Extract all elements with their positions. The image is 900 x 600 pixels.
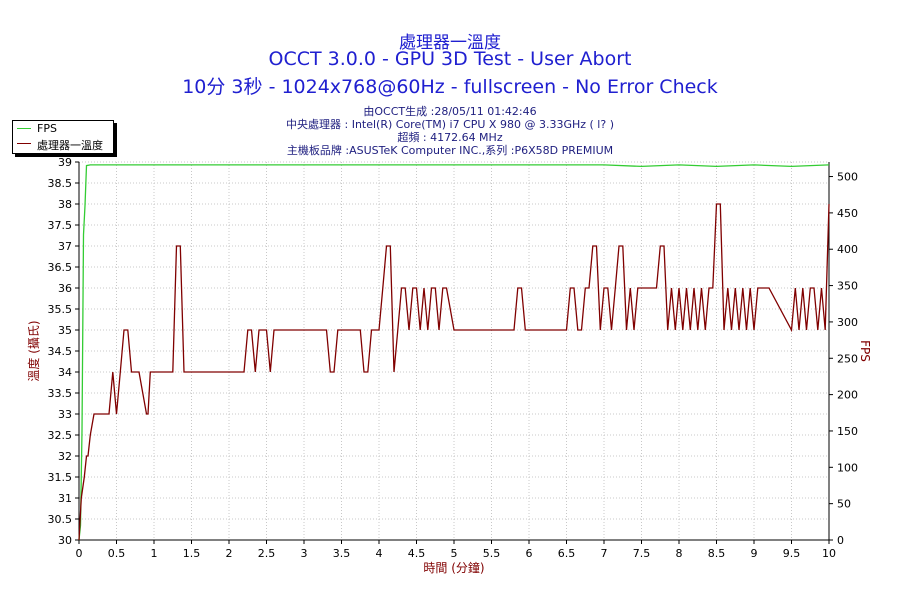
y-left-tick-label: 35 (58, 324, 72, 337)
x-tick-label: 6.5 (558, 547, 576, 560)
x-tick-label: 2.5 (258, 547, 276, 560)
legend-item-temperature: 處理器一溫度 (13, 136, 113, 152)
x-tick-label: 0 (76, 547, 83, 560)
x-tick-label: 3 (301, 547, 308, 560)
chart-subtitle-test: OCCT 3.0.0 - GPU 3D Test - User Abort (268, 48, 632, 70)
legend-item-fps: FPS (13, 121, 113, 136)
y-right-axis-label: FPS (858, 340, 872, 362)
y-left-tick-label: 39 (58, 156, 72, 169)
y-right-tick-label: 0 (837, 534, 844, 547)
x-tick-label: 3.5 (333, 547, 351, 560)
x-tick-label: 1 (151, 547, 158, 560)
x-tick-label: 2 (226, 547, 233, 560)
y-left-tick-label: 37.5 (48, 219, 73, 232)
y-left-tick-label: 32.5 (48, 429, 73, 442)
y-right-tick-label: 200 (837, 389, 858, 402)
x-tick-label: 7.5 (633, 547, 651, 560)
y-right-tick-label: 400 (837, 243, 858, 256)
x-tick-label: 5.5 (483, 547, 501, 560)
x-axis-label: 時間 (分鐘) (423, 560, 484, 575)
series-line-temperature (78, 203, 830, 541)
x-tick-label: 10 (822, 547, 836, 560)
y-left-tick-label: 36 (58, 282, 72, 295)
y-left-tick-label: 32 (58, 450, 72, 463)
y-left-tick-label: 35.5 (48, 303, 73, 316)
y-left-tick-label: 38 (58, 198, 72, 211)
chart-title: 處理器一溫度 (399, 33, 501, 53)
x-tick-label: 9 (751, 547, 758, 560)
y-right-tick-label: 350 (837, 280, 858, 293)
x-tick-label: 8 (676, 547, 683, 560)
info-overclock: 超頻 : 4172.64 MHz (397, 131, 503, 144)
legend: FPS 處理器一溫度 (12, 120, 114, 154)
y-left-tick-label: 34 (58, 366, 72, 379)
legend-label-temperature: 處理器一溫度 (37, 139, 103, 152)
y-left-tick-label: 38.5 (48, 177, 73, 190)
y-right-tick-label: 250 (837, 352, 858, 365)
x-tick-label: 4.5 (408, 547, 426, 560)
y-right-tick-label: 100 (837, 461, 858, 474)
legend-swatch-fps (17, 128, 31, 129)
info-cpu: 中央處理器 : Intel(R) Core(TM) i7 CPU X 980 @… (286, 118, 614, 131)
y-left-tick-label: 31 (58, 492, 72, 505)
x-tick-label: 8.5 (708, 547, 726, 560)
chart-subtitle-settings: 10分 3秒 - 1024x768@60Hz - fullscreen - No… (182, 76, 718, 98)
y-left-tick-label: 30 (58, 534, 72, 547)
y-right-tick-label: 500 (837, 171, 858, 184)
x-tick-label: 1.5 (183, 547, 201, 560)
y-left-tick-label: 34.5 (48, 345, 73, 358)
y-left-tick-label: 33.5 (48, 387, 73, 400)
info-generated: 由OCCT生成 :28/05/11 01:42:46 (363, 105, 537, 118)
legend-swatch-temperature (17, 143, 31, 144)
x-tick-label: 9.5 (783, 547, 801, 560)
y-left-tick-label: 30.5 (48, 513, 73, 526)
x-tick-label: 7 (601, 547, 608, 560)
info-motherboard: 主機板品牌 :ASUSTeK Computer INC.,系列 :P6X58D … (286, 144, 614, 157)
y-left-tick-label: 36.5 (48, 261, 73, 274)
y-left-tick-label: 31.5 (48, 471, 73, 484)
x-tick-label: 6 (526, 547, 533, 560)
y-right-tick-label: 50 (837, 498, 851, 511)
x-tick-label: 5 (451, 547, 458, 560)
y-right-tick-label: 450 (837, 207, 858, 220)
y-right-tick-label: 150 (837, 425, 858, 438)
legend-label-fps: FPS (37, 122, 57, 135)
x-tick-label: 0.5 (108, 547, 126, 560)
y-right-tick-label: 300 (837, 316, 858, 329)
y-left-axis-label: 溫度 (攝氏) (26, 320, 41, 381)
series-line-fps (78, 164, 830, 541)
x-tick-label: 4 (376, 547, 383, 560)
y-left-tick-label: 33 (58, 408, 72, 421)
y-left-tick-label: 37 (58, 240, 72, 253)
